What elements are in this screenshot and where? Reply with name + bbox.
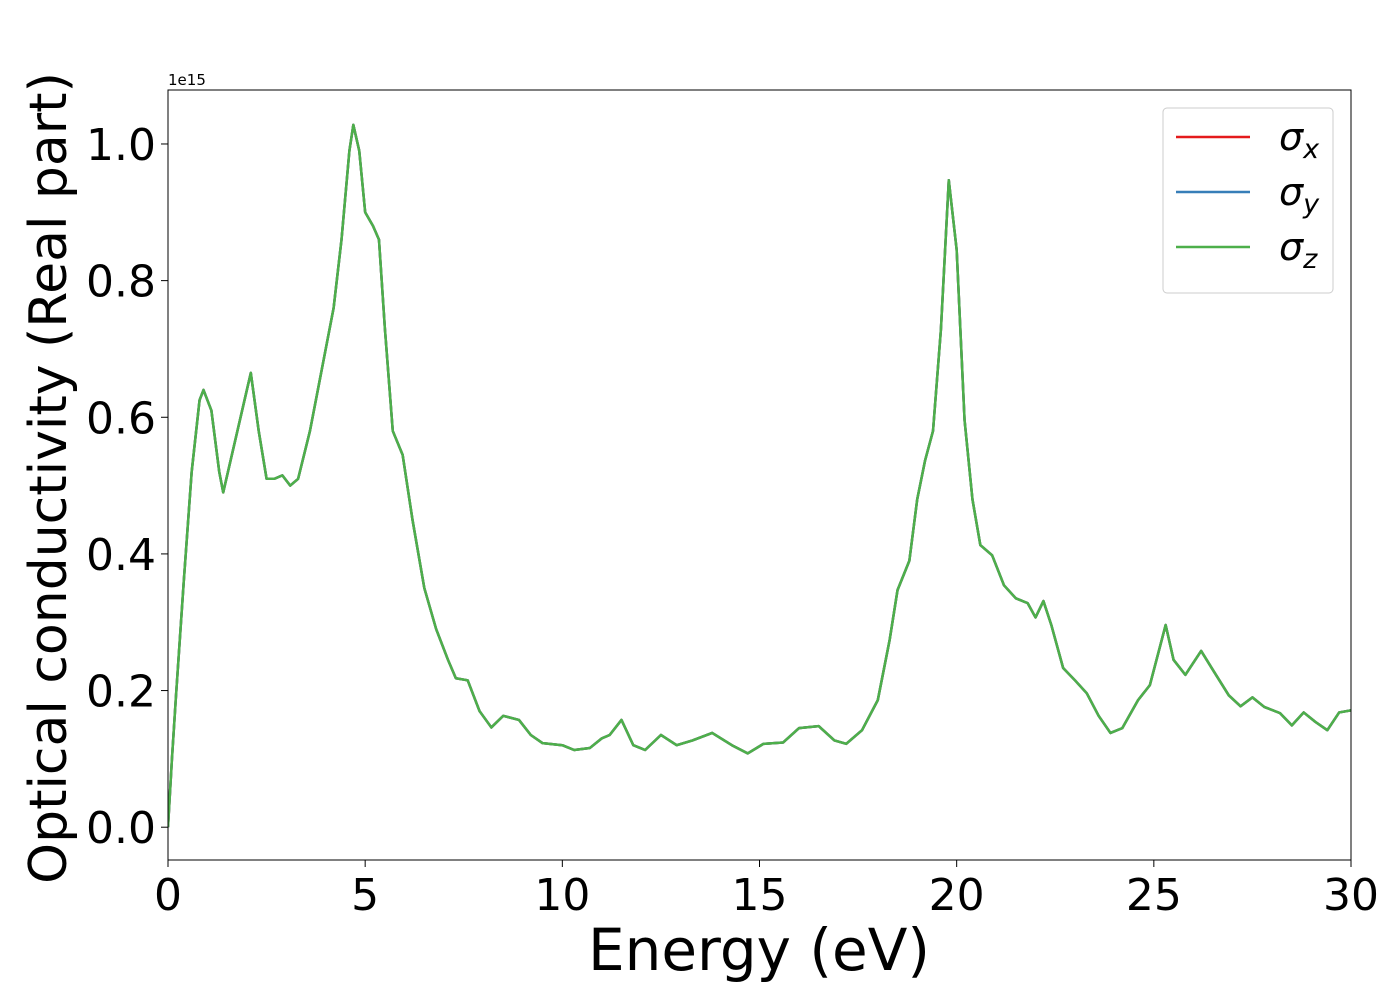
x-tick-label: 0 [154, 870, 182, 921]
x-tick-label: 5 [351, 870, 379, 921]
y-offset-label: 1e15 [168, 71, 206, 89]
y-tick-label: 0.4 [86, 530, 156, 581]
x-tick-label: 10 [534, 870, 590, 921]
y-tick-label: 0.2 [86, 667, 156, 718]
y-tick-label: 0.8 [86, 257, 156, 308]
series-line [168, 123, 1351, 828]
y-tick-label: 0.6 [86, 393, 156, 444]
x-tick-label: 15 [732, 870, 788, 921]
legend-label: σz [1279, 225, 1318, 275]
x-tick-label: 25 [1126, 870, 1182, 921]
y-tick-label: 1.0 [86, 120, 156, 171]
plot-frame [167, 89, 1352, 861]
x-tick-label: 20 [929, 870, 985, 921]
legend-label: σx [1279, 115, 1320, 165]
y-tick-label: 0.0 [86, 803, 156, 854]
y-axis-label: Optical conductivity (Real part) [19, 72, 79, 884]
legend-label: σy [1279, 170, 1320, 220]
x-axis-label: Energy (eV) [588, 916, 930, 984]
x-tick-label: 30 [1323, 870, 1379, 921]
